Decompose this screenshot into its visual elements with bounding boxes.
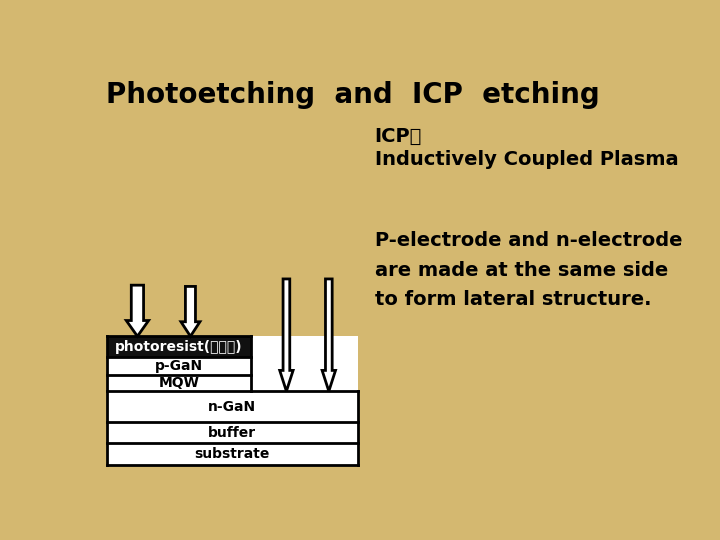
Text: n-GaN: n-GaN [208, 400, 256, 414]
Text: substrate: substrate [194, 447, 270, 461]
Bar [107, 375, 251, 391]
Text: buffer: buffer [208, 426, 256, 440]
Bar [107, 443, 358, 465]
Text: ICP：: ICP： [374, 127, 422, 146]
Bar [107, 336, 251, 357]
Bar [107, 422, 358, 443]
Text: Photoetching  and  ICP  etching: Photoetching and ICP etching [106, 80, 599, 109]
Polygon shape [126, 285, 148, 336]
Bar [107, 336, 358, 465]
Text: p-GaN: p-GaN [155, 359, 203, 373]
Bar [107, 357, 251, 375]
Text: P-electrode and n-electrode
are made at the same side
to form lateral structure.: P-electrode and n-electrode are made at … [374, 231, 682, 309]
Polygon shape [181, 286, 200, 336]
Polygon shape [280, 279, 293, 391]
Text: photoresist(光刷胶): photoresist(光刷胶) [115, 340, 243, 354]
Text: MQW: MQW [158, 376, 199, 390]
Text: Inductively Coupled Plasma: Inductively Coupled Plasma [374, 150, 678, 169]
Polygon shape [322, 279, 336, 391]
Bar [107, 391, 358, 422]
